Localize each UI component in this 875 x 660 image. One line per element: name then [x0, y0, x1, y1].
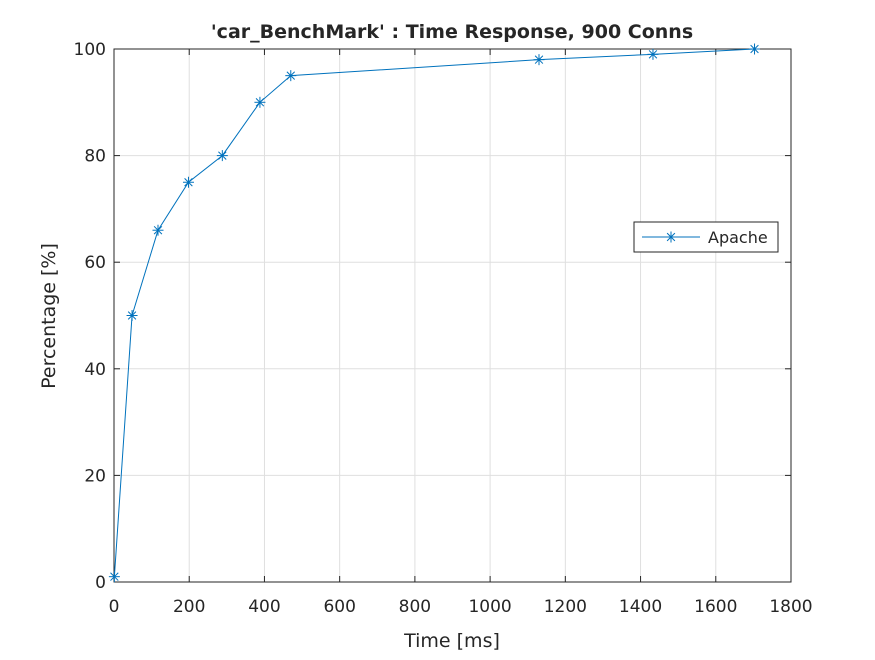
series-layer: [108, 43, 761, 583]
data-point: [126, 310, 138, 321]
x-tick-label: 600: [323, 597, 355, 617]
data-point: [285, 70, 297, 82]
legend-label: Apache: [708, 228, 768, 247]
y-tick-label: 80: [84, 147, 106, 167]
y-axis-label: Percentage [%]: [38, 243, 60, 389]
y-tick-label: 0: [95, 573, 106, 593]
data-point: [152, 224, 164, 236]
plot-area: [113, 48, 792, 583]
chart-title: 'car_BenchMark' : Time Response, 900 Con…: [211, 21, 693, 43]
x-tick-label: 1200: [544, 597, 587, 617]
y-tick-label: 40: [84, 360, 106, 380]
data-point: [108, 571, 120, 583]
series-line: [113, 48, 755, 577]
data-point: [749, 43, 761, 55]
data-point: [216, 150, 228, 162]
x-tick-label: 800: [399, 597, 431, 617]
x-tick-label: 400: [248, 597, 280, 617]
x-tick-label: 1000: [468, 597, 511, 617]
x-tick-label: 0: [109, 597, 120, 617]
y-tick-label: 20: [84, 466, 106, 486]
legend: Apache: [633, 221, 779, 253]
data-point: [182, 176, 194, 188]
x-tick-label: 1800: [769, 597, 812, 617]
x-tick-label: 200: [173, 597, 205, 617]
x-tick-label: 1600: [694, 597, 737, 617]
axis-ticks: 0 200 400 600 800 1000 1200 1400 1600 1800 0 20 40 60…: [74, 40, 813, 617]
legend-asterisk-icon: [665, 231, 677, 243]
x-tick-label: 1400: [619, 597, 662, 617]
data-point: [647, 48, 659, 60]
y-tick-label: 100: [74, 40, 106, 60]
legend-marker-icon: [665, 231, 677, 243]
y-tick-label: 60: [84, 253, 106, 273]
x-axis-label: Time [ms]: [403, 630, 500, 652]
data-point: [254, 96, 266, 108]
data-point: [533, 54, 545, 66]
